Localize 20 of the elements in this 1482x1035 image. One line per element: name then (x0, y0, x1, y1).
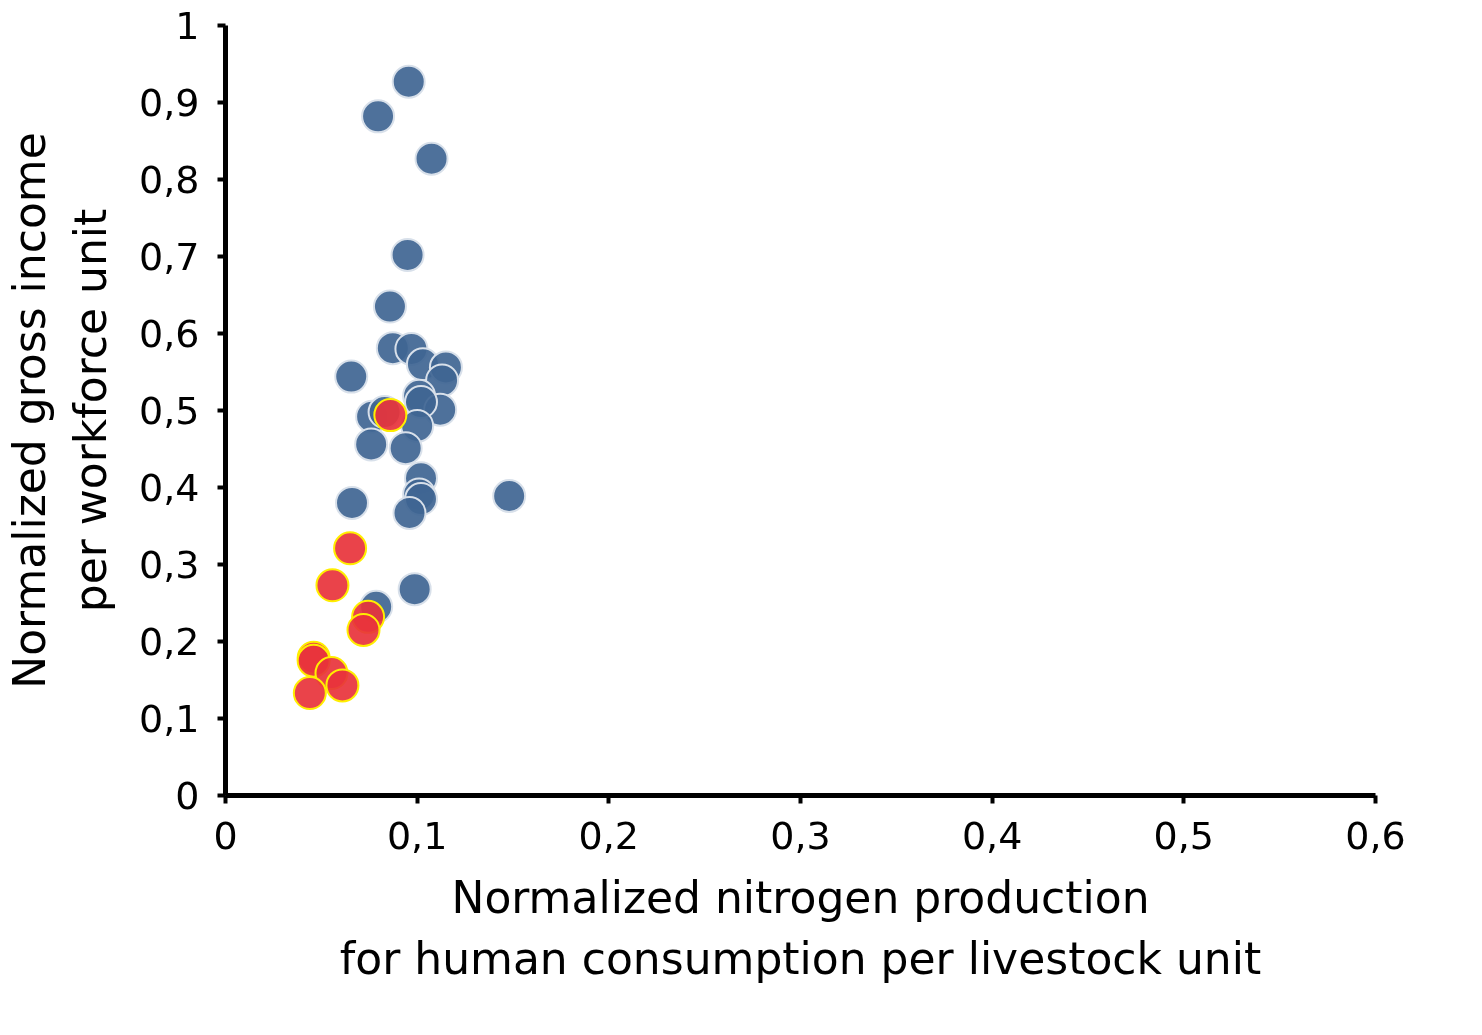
y-tick-label: 0,2 (139, 620, 200, 664)
x-axis-title: Normalized nitrogen production for human consumption per livestock unit (339, 871, 1262, 984)
y-tick-label: 0,8 (139, 158, 200, 202)
y-tick-label: 0,6 (139, 312, 200, 356)
y-tick-label: 0,4 (139, 466, 200, 510)
x-tick-label: 0,2 (578, 813, 640, 858)
x-tick-label: 0,1 (386, 813, 448, 858)
y-tick-label: 0,7 (139, 235, 200, 279)
y-tick-label: 0,3 (139, 543, 200, 587)
x-tick-label: 0,4 (961, 813, 1023, 858)
y-tick-label: 1 (175, 4, 200, 48)
y-tick-label: 0,5 (139, 389, 200, 433)
x-tick-label: 0,6 (1345, 813, 1406, 858)
y-axis-title: Normalized gross income per workforce unit (3, 132, 117, 689)
y-tick-label: 0,9 (139, 81, 200, 125)
x-tick-label: 0,5 (1153, 813, 1215, 858)
y-tick-label: 0,1 (139, 697, 200, 741)
x-tick-label: 0 (213, 813, 238, 858)
x-tick-label: 0,3 (770, 813, 831, 858)
y-tick-label: 0 (175, 774, 200, 818)
